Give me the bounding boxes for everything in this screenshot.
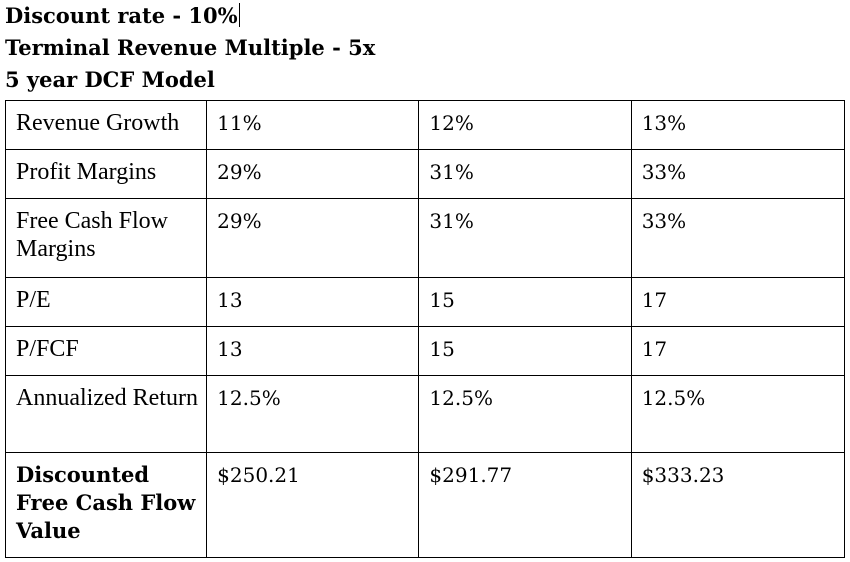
table-row: P/E 13 15 17 — [4, 277, 846, 327]
table-cell[interactable]: $333.23 — [630, 452, 846, 558]
table-cell[interactable]: 12.5% — [418, 375, 632, 453]
table-cell[interactable]: 17 — [630, 326, 846, 376]
discount-rate-heading[interactable]: Discount rate - 10% — [5, 1, 240, 31]
table-row: Profit Margins 29% 31% 33% — [4, 149, 846, 199]
table-cell[interactable]: 13 — [206, 326, 420, 376]
row-label-pe[interactable]: P/E — [4, 277, 208, 327]
table-row: Revenue Growth 11% 12% 13% — [4, 100, 846, 150]
table-cell[interactable]: 15 — [418, 326, 632, 376]
table-cell[interactable]: 13% — [630, 100, 846, 150]
table-cell[interactable]: $250.21 — [206, 452, 420, 558]
table-cell[interactable]: 13 — [206, 277, 420, 327]
text-cursor — [238, 3, 240, 27]
table-row: Free Cash Flow Margins 29% 31% 33% — [4, 198, 846, 278]
table-cell[interactable]: 33% — [630, 149, 846, 199]
table-cell[interactable]: 12.5% — [206, 375, 420, 453]
table-cell[interactable]: 29% — [206, 198, 420, 278]
table-row: Discounted Free Cash Flow Value $250.21 … — [4, 452, 846, 558]
row-label-fcf-margins[interactable]: Free Cash Flow Margins — [4, 198, 208, 278]
table-cell[interactable]: 12.5% — [630, 375, 846, 453]
table-cell[interactable]: 31% — [418, 198, 632, 278]
discount-rate-text[interactable]: Discount rate - 10% — [5, 3, 238, 28]
row-label-profit-margins[interactable]: Profit Margins — [4, 149, 208, 199]
table-row: Annualized Return 12.5% 12.5% 12.5% — [4, 375, 846, 453]
table-cell[interactable]: 29% — [206, 149, 420, 199]
table-cell[interactable]: 11% — [206, 100, 420, 150]
row-label-dcf-value[interactable]: Discounted Free Cash Flow Value — [4, 452, 208, 558]
terminal-multiple-heading[interactable]: Terminal Revenue Multiple - 5x — [5, 35, 376, 60]
table-cell[interactable]: $291.77 — [418, 452, 632, 558]
row-label-revenue-growth[interactable]: Revenue Growth — [4, 100, 208, 150]
model-title-heading[interactable]: 5 year DCF Model — [5, 67, 215, 92]
table-cell[interactable]: 33% — [630, 198, 846, 278]
table-cell[interactable]: 12% — [418, 100, 632, 150]
row-label-pfcf[interactable]: P/FCF — [4, 326, 208, 376]
table-cell[interactable]: 31% — [418, 149, 632, 199]
dcf-table: Revenue Growth 11% 12% 13% Profit Margin… — [4, 100, 846, 558]
table-row: P/FCF 13 15 17 — [4, 326, 846, 376]
row-label-annualized-return[interactable]: Annualized Return — [4, 375, 208, 453]
table-cell[interactable]: 17 — [630, 277, 846, 327]
table-cell[interactable]: 15 — [418, 277, 632, 327]
